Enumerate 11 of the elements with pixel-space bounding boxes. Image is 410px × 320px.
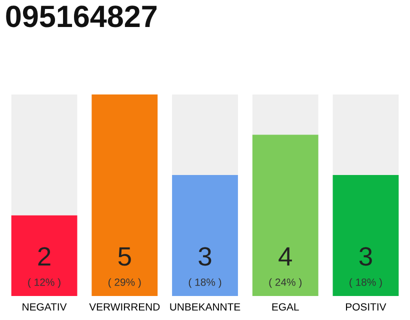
- x-tick-label: VERWIRREND: [89, 303, 160, 310]
- x-tick-label: NEGATIV: [22, 303, 67, 311]
- data-label: 5 ( 29% ): [108, 247, 141, 288]
- x-tick-label: UNBEKANNTE: [170, 303, 240, 311]
- data-label: 2 ( 12% ): [28, 247, 60, 288]
- x-tick-label: POSITIV: [346, 303, 386, 311]
- chart-title: 095164827: [6, 6, 157, 28]
- data-label: 4 ( 24% ): [269, 247, 302, 288]
- x-tick-label: EGAL: [272, 303, 299, 311]
- data-label: 3 ( 18% ): [350, 247, 382, 288]
- data-label: 3 ( 18% ): [188, 247, 222, 288]
